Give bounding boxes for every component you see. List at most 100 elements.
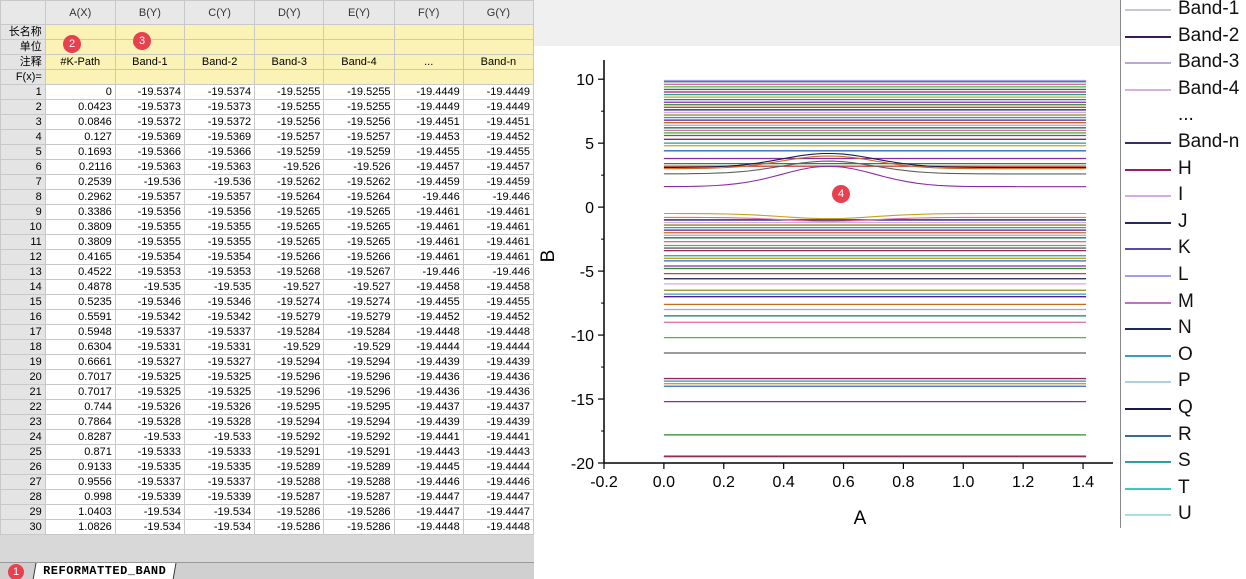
data-cell[interactable]: -19.4444 <box>462 459 534 475</box>
row-number[interactable]: 13 <box>0 264 46 280</box>
data-cell[interactable]: -19.4447 <box>462 504 534 520</box>
data-cell[interactable]: -19.5287 <box>323 489 395 505</box>
data-cell[interactable]: -19.4447 <box>393 489 464 505</box>
column-header[interactable]: B(Y) <box>114 0 186 25</box>
data-cell[interactable]: -19.5373 <box>184 99 256 115</box>
data-cell[interactable]: 0.3809 <box>44 234 116 250</box>
data-cell[interactable]: -19.5265 <box>254 204 325 220</box>
meta-cell[interactable] <box>184 24 256 40</box>
data-cell[interactable]: -19.5287 <box>254 489 325 505</box>
data-cell[interactable]: 0 <box>44 84 116 100</box>
data-cell[interactable]: 0.2116 <box>44 159 116 175</box>
data-cell[interactable]: -19.5264 <box>254 189 325 205</box>
data-cell[interactable]: -19.5284 <box>323 324 395 340</box>
row-number[interactable]: 26 <box>0 459 46 475</box>
data-cell[interactable]: -19.5286 <box>323 504 395 520</box>
data-cell[interactable]: -19.446 <box>462 189 534 205</box>
data-cell[interactable]: 0.2962 <box>44 189 116 205</box>
row-number[interactable]: 25 <box>0 444 46 460</box>
data-cell[interactable]: -19.534 <box>184 504 256 520</box>
row-number[interactable]: 6 <box>0 159 46 175</box>
data-cell[interactable]: -19.5265 <box>254 219 325 235</box>
data-cell[interactable]: -19.5294 <box>254 414 325 430</box>
data-cell[interactable]: 0.5948 <box>44 324 116 340</box>
meta-cell[interactable]: Band-3 <box>254 54 325 70</box>
row-number[interactable]: 28 <box>0 489 46 505</box>
data-cell[interactable]: -19.4439 <box>462 414 534 430</box>
data-cell[interactable]: -19.4447 <box>393 504 464 520</box>
data-cell[interactable]: -19.5335 <box>184 459 256 475</box>
data-cell[interactable]: -19.5294 <box>323 354 395 370</box>
data-cell[interactable]: -19.4449 <box>393 99 464 115</box>
data-cell[interactable]: -19.5337 <box>114 324 186 340</box>
data-cell[interactable]: -19.4452 <box>462 309 534 325</box>
data-cell[interactable]: -19.5289 <box>323 459 395 475</box>
data-cell[interactable]: -19.534 <box>114 504 186 520</box>
data-cell[interactable]: -19.4461 <box>462 219 534 235</box>
column-header[interactable]: C(Y) <box>184 0 256 25</box>
data-cell[interactable]: -19.5291 <box>323 444 395 460</box>
legend-item[interactable]: O <box>1121 344 1246 370</box>
data-cell[interactable]: -19.4461 <box>393 219 464 235</box>
data-cell[interactable]: -19.5327 <box>184 354 256 370</box>
meta-cell[interactable] <box>44 24 116 40</box>
row-number[interactable]: 30 <box>0 519 46 535</box>
data-cell[interactable]: -19.5256 <box>323 114 395 130</box>
data-cell[interactable]: -19.5288 <box>323 474 395 490</box>
data-cell[interactable]: -19.5255 <box>323 84 395 100</box>
meta-cell[interactable] <box>393 39 464 55</box>
data-cell[interactable]: -19.5265 <box>254 234 325 250</box>
row-number[interactable]: 11 <box>0 234 46 250</box>
data-cell[interactable]: -19.5296 <box>254 384 325 400</box>
data-cell[interactable]: -19.5357 <box>184 189 256 205</box>
data-cell[interactable]: 0.8287 <box>44 429 116 445</box>
row-number[interactable]: 29 <box>0 504 46 520</box>
graph-window[interactable]: -0.20.00.20.40.60.81.01.21.41.1050-5-10-… <box>534 46 1150 529</box>
data-cell[interactable]: -19.5255 <box>323 99 395 115</box>
data-cell[interactable]: -19.5292 <box>254 429 325 445</box>
data-cell[interactable]: -19.4446 <box>462 474 534 490</box>
legend-item[interactable]: J <box>1121 211 1246 237</box>
data-cell[interactable]: 0.4522 <box>44 264 116 280</box>
data-cell[interactable]: -19.4436 <box>393 384 464 400</box>
worksheet-grid[interactable]: A(X) B(Y) C(Y) D(Y) E(Y) F(Y) G(Y) 长名称 单位 注释 #K-Pa… <box>0 0 534 535</box>
row-number[interactable]: 16 <box>0 309 46 325</box>
data-cell[interactable]: -19.5354 <box>184 249 256 265</box>
row-number[interactable]: 21 <box>0 384 46 400</box>
data-cell[interactable]: -19.4455 <box>393 294 464 310</box>
data-cell[interactable]: -19.5339 <box>184 489 256 505</box>
data-cell[interactable]: -19.4436 <box>393 369 464 385</box>
data-cell[interactable]: -19.4437 <box>462 399 534 415</box>
data-cell[interactable]: -19.5294 <box>323 414 395 430</box>
data-cell[interactable]: -19.5268 <box>254 264 325 280</box>
meta-cell[interactable] <box>462 69 534 85</box>
data-cell[interactable]: -19.5355 <box>114 234 186 250</box>
meta-cell[interactable] <box>254 39 325 55</box>
data-cell[interactable]: 0.744 <box>44 399 116 415</box>
data-cell[interactable]: -19.5325 <box>114 369 186 385</box>
data-cell[interactable]: 0.3809 <box>44 219 116 235</box>
data-cell[interactable]: -19.5264 <box>323 189 395 205</box>
row-number[interactable]: 27 <box>0 474 46 490</box>
legend-item[interactable]: T <box>1121 477 1246 503</box>
data-cell[interactable]: -19.536 <box>114 174 186 190</box>
data-cell[interactable]: 0.4878 <box>44 279 116 295</box>
data-cell[interactable]: -19.5325 <box>184 369 256 385</box>
data-cell[interactable]: -19.5255 <box>254 99 325 115</box>
data-cell[interactable]: 0.6304 <box>44 339 116 355</box>
meta-row-label[interactable]: 单位 <box>0 39 46 55</box>
data-cell[interactable]: -19.5366 <box>184 144 256 160</box>
row-number[interactable]: 17 <box>0 324 46 340</box>
meta-cell[interactable] <box>323 24 395 40</box>
data-cell[interactable]: -19.5296 <box>323 369 395 385</box>
legend-item[interactable]: ... <box>1121 104 1246 130</box>
meta-cell[interactable] <box>323 39 395 55</box>
data-cell[interactable]: -19.4458 <box>393 279 464 295</box>
legend-item[interactable]: P <box>1121 370 1246 396</box>
data-cell[interactable]: -19.4448 <box>462 519 534 535</box>
data-cell[interactable]: -19.4446 <box>393 474 464 490</box>
data-cell[interactable]: -19.5337 <box>184 474 256 490</box>
data-cell[interactable]: 1.0826 <box>44 519 116 535</box>
legend-item[interactable]: K <box>1121 237 1246 263</box>
data-cell[interactable]: -19.4444 <box>393 339 464 355</box>
